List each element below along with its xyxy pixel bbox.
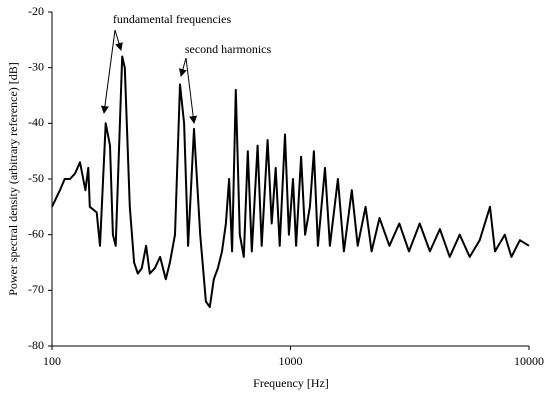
x-axis-label: Frequency [Hz] xyxy=(253,376,329,390)
y-tick-label: -60 xyxy=(28,226,44,240)
x-tick-label: 1000 xyxy=(279,354,303,368)
y-tick-label: -30 xyxy=(28,59,44,73)
y-tick-label: -70 xyxy=(28,282,44,296)
line-series xyxy=(51,55,530,308)
arrow xyxy=(114,29,123,51)
y-axis-label: Power spectral density (arbitrary refere… xyxy=(6,62,20,296)
arrow xyxy=(100,29,116,114)
y-tick-label: -40 xyxy=(28,115,44,129)
annotation: second harmonics xyxy=(185,42,272,56)
y-tick-label: -50 xyxy=(28,171,44,185)
arrow xyxy=(185,57,198,124)
x-tick-label: 10000 xyxy=(514,354,544,368)
annotation: fundamental frequencies xyxy=(113,12,232,26)
y-tick-label: -20 xyxy=(28,4,44,18)
x-tick-label: 100 xyxy=(43,354,61,368)
y-tick-label: -80 xyxy=(28,338,44,352)
arrow xyxy=(179,57,187,77)
